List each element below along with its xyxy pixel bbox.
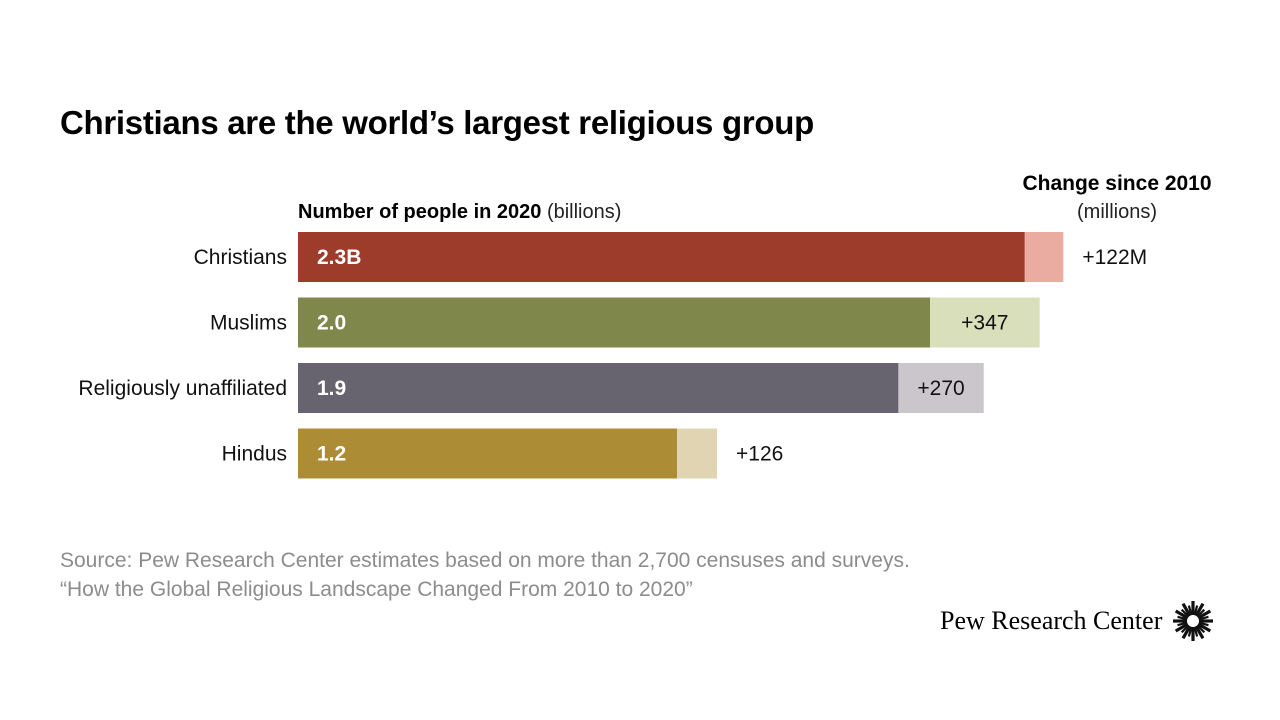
category-label: Religiously unaffiliated bbox=[78, 377, 287, 400]
logo-ray bbox=[1197, 622, 1212, 633]
logo-ray bbox=[1177, 615, 1188, 621]
logo-ray bbox=[1181, 602, 1192, 617]
change-header-unit: (millions) bbox=[1077, 201, 1157, 223]
source-line-1: Source: Pew Research Center estimates ba… bbox=[60, 549, 910, 572]
category-label: Muslims bbox=[210, 312, 287, 335]
value-label-2020: 1.9 bbox=[317, 377, 346, 400]
pew-sunburst-icon bbox=[1173, 601, 1214, 641]
category-label: Hindus bbox=[222, 443, 287, 466]
logo-ray bbox=[1193, 626, 1199, 637]
logo-ray bbox=[1181, 608, 1190, 618]
value-label-change: +347 bbox=[961, 312, 1008, 335]
value-label-2020: 2.0 bbox=[317, 312, 346, 335]
bar-change bbox=[930, 297, 1040, 348]
logo-ray bbox=[1177, 621, 1188, 627]
bar-2020 bbox=[298, 232, 1025, 282]
bar-2020 bbox=[298, 363, 899, 413]
bar-change bbox=[898, 363, 984, 413]
logo-ray bbox=[1175, 609, 1189, 620]
logo-ray bbox=[1188, 626, 1193, 637]
bar-2020 bbox=[298, 428, 678, 479]
brand: Pew Research Center bbox=[940, 600, 1214, 642]
bars-group: Christians 2.3B +122M Muslims 2.0 +347 Religio… bbox=[78, 232, 1147, 479]
source-note: Source: Pew Research Center estimates ba… bbox=[60, 546, 910, 604]
logo-ray bbox=[1196, 624, 1206, 634]
bar-change bbox=[1024, 232, 1064, 282]
logo-ray bbox=[1198, 621, 1210, 627]
value-label-2020: 2.3B bbox=[317, 246, 361, 269]
logo-ray bbox=[1188, 605, 1193, 616]
logo-ray bbox=[1181, 625, 1192, 640]
axis-title: Number of people in 2020 (billions) bbox=[298, 201, 621, 223]
brand-name: Pew Research Center bbox=[940, 606, 1163, 635]
logo-ray bbox=[1194, 602, 1205, 617]
value-label-change: +270 bbox=[917, 377, 964, 400]
chart-title: Christians are the world’s largest relig… bbox=[60, 104, 814, 141]
bar-chart: Change since 2010 (millions) Number of p… bbox=[78, 172, 1212, 479]
category-label: Christians bbox=[194, 246, 287, 269]
value-label-change: +126 bbox=[736, 443, 783, 466]
bar-2020 bbox=[298, 297, 930, 348]
bar-change bbox=[677, 428, 718, 479]
logo-ray bbox=[1196, 608, 1206, 618]
logo-ray bbox=[1181, 624, 1190, 634]
logo-ray bbox=[1194, 625, 1205, 640]
value-label-change: +122M bbox=[1082, 246, 1147, 269]
logo-ray bbox=[1197, 609, 1212, 620]
logo-ray bbox=[1175, 622, 1189, 633]
axis-title-bold: Number of people in 2020 bbox=[298, 201, 541, 223]
change-header-bold: Change since 2010 bbox=[1022, 172, 1211, 195]
logo-ray bbox=[1193, 605, 1199, 616]
source-line-2: “How the Global Religious Landscape Chan… bbox=[60, 578, 693, 601]
value-label-2020: 1.2 bbox=[317, 443, 346, 466]
axis-title-unit: (billions) bbox=[541, 201, 621, 223]
logo-ray bbox=[1198, 615, 1210, 621]
